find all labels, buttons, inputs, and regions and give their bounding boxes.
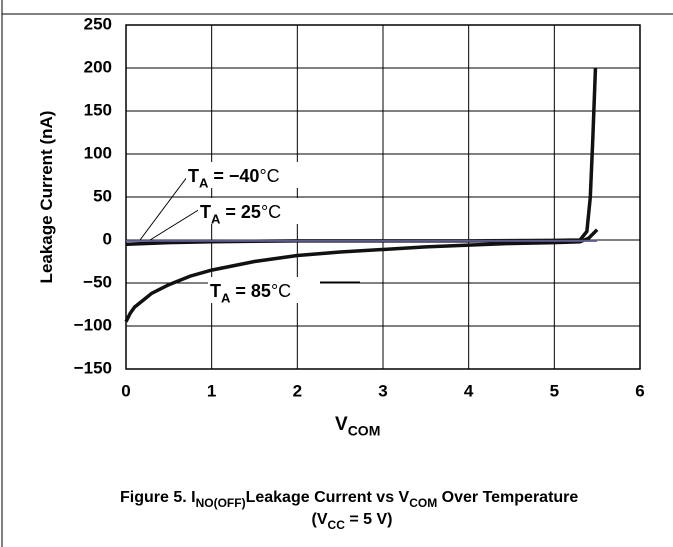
text-part: Over Temperature <box>437 489 578 506</box>
y-tick-label: 0 <box>103 229 112 248</box>
text-part: = 5 V) <box>345 511 393 528</box>
series-line <box>124 228 599 323</box>
plot-frame <box>125 24 641 370</box>
subscript: A <box>211 211 221 226</box>
y-tick-label: 100 <box>84 143 112 162</box>
subscript: A <box>199 175 209 190</box>
rich-text: TA = 85°C <box>210 281 291 305</box>
rich-text: Figure 5. INO(OFF)Leakage Current vs VCO… <box>120 489 578 510</box>
text-part: °C <box>261 202 281 222</box>
label-bg <box>208 277 320 303</box>
subscript: NO(OFF) <box>196 496 246 510</box>
series-line <box>125 67 598 247</box>
x-tick-label: 6 <box>635 381 644 400</box>
text-part: °C <box>271 281 291 301</box>
leader-line <box>139 172 191 241</box>
text-part: V <box>335 414 348 435</box>
x-tick-label: 4 <box>464 381 474 400</box>
y-tick-label: 150 <box>84 100 112 119</box>
subscript: CC <box>328 518 346 532</box>
text-part: °C <box>259 166 279 186</box>
x-tick-label: 2 <box>293 381 302 400</box>
x-tick-label: 0 <box>121 381 130 400</box>
text-part: = −40 <box>208 166 259 186</box>
text-part: = 85 <box>230 281 271 301</box>
rich-text: TA = 25°C <box>200 202 281 226</box>
text-part: T <box>188 166 199 186</box>
label-bg <box>198 198 310 224</box>
x-tick-label: 1 <box>207 381 216 400</box>
x-tick-label: 3 <box>378 381 387 400</box>
text-part: (V <box>312 511 328 528</box>
rich-text: VCOM <box>335 414 380 439</box>
leader-line <box>149 208 201 241</box>
text-part: = 25 <box>220 202 261 222</box>
y-tick-label: −100 <box>74 315 112 334</box>
label-bg <box>186 162 298 188</box>
y-tick-label: 50 <box>93 186 112 205</box>
y-tick-label: −150 <box>74 358 112 377</box>
subscript: COM <box>348 423 381 439</box>
rich-text: TA = −40°C <box>188 166 280 190</box>
y-tick-label: 250 <box>84 14 112 33</box>
x-tick-label: 5 <box>550 381 559 400</box>
y-axis-label: Leakage Current (nA) <box>37 111 56 284</box>
text-part: T <box>210 281 221 301</box>
y-tick-label: 200 <box>84 57 112 76</box>
rich-text: (VCC = 5 V) <box>312 511 393 532</box>
text-part: Leakage Current vs V <box>246 489 410 506</box>
y-tick-label: −50 <box>83 272 112 291</box>
subscript: A <box>221 290 231 305</box>
text-part: T <box>200 202 211 222</box>
subscript: COM <box>409 496 437 510</box>
text-part: Figure 5. I <box>120 489 196 506</box>
